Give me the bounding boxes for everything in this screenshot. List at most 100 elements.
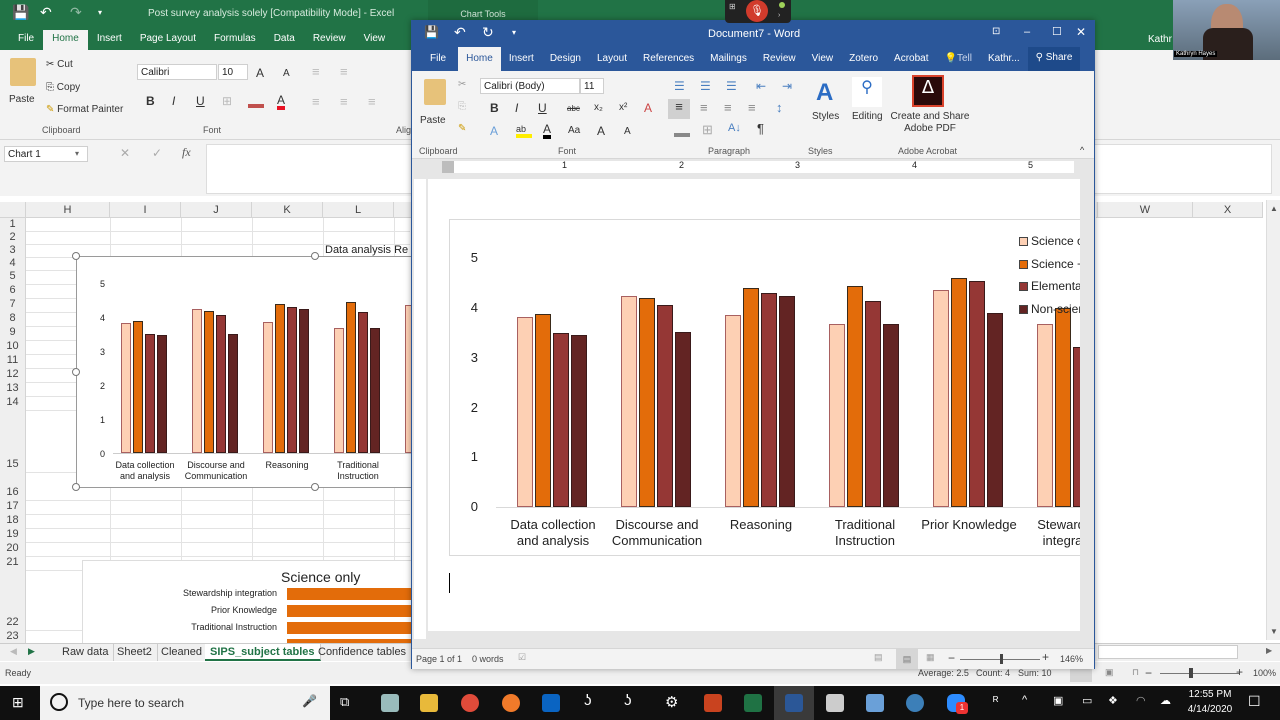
strikethrough-button[interactable]: abc	[567, 104, 580, 113]
onedrive-icon[interactable]: ☁	[1160, 695, 1171, 707]
row-header[interactable]: 4	[0, 257, 26, 270]
row-header[interactable]: 7	[0, 298, 26, 312]
styles-button[interactable]: Styles	[812, 111, 840, 122]
increase-font-icon[interactable]: A	[256, 66, 265, 80]
clock-time[interactable]: 12:55 PM	[1188, 689, 1232, 700]
customize-qat-icon[interactable]: ▾	[98, 8, 103, 17]
fill-color-icon[interactable]	[248, 96, 264, 108]
sheet-tab-confidence-tables[interactable]: Confidence tables	[313, 644, 413, 661]
row-header[interactable]: 17	[0, 500, 26, 514]
editing-button[interactable]: Editing	[852, 111, 883, 122]
row-header[interactable]: 2	[0, 231, 26, 244]
justify-icon[interactable]: ≡	[748, 100, 756, 115]
excel-font-name-select[interactable]: Calibri	[137, 64, 217, 80]
scroll-tabs-right-icon[interactable]: ▶	[28, 646, 35, 656]
print-layout-icon[interactable]: ▤	[896, 649, 918, 669]
sheet-tab-sheet2[interactable]: Sheet2	[112, 644, 158, 661]
bar-science-only[interactable]	[933, 290, 949, 507]
bar-science-only[interactable]	[725, 314, 741, 507]
word-shrink-font-icon[interactable]: A	[624, 126, 631, 137]
row-header[interactable]: 15	[0, 410, 26, 472]
sheet-tab-sips-subject-tables[interactable]: SIPS_subject tables	[205, 644, 321, 661]
word-vertical-scrollbar[interactable]	[1082, 179, 1094, 647]
row-header[interactable]: 6	[0, 284, 26, 298]
row-header[interactable]: 12	[0, 368, 26, 382]
bar-elementary[interactable]	[657, 304, 673, 507]
word-undo-icon[interactable]: ↶	[454, 24, 466, 40]
styles-icon[interactable]: A	[816, 79, 834, 106]
excel-taskbar-icon[interactable]	[744, 694, 762, 712]
bar-elementary[interactable]	[287, 306, 297, 453]
excel-font-size-select[interactable]: 10	[218, 64, 248, 80]
excel-tab-file[interactable]: File	[18, 33, 35, 44]
bar-science-only[interactable]	[263, 321, 273, 453]
row-header[interactable]: 18	[0, 514, 26, 528]
chart-resize-handle-tc[interactable]	[311, 252, 319, 260]
chart-resize-handle-bl[interactable]	[72, 483, 80, 491]
name-box-dropdown-icon[interactable]: ▾	[75, 149, 80, 158]
bar-non-science[interactable]	[675, 332, 691, 507]
bar-elementary[interactable]	[969, 281, 985, 507]
borders-icon[interactable]: ⊞	[222, 94, 233, 108]
microphone-icon[interactable]: 🎙	[746, 0, 768, 22]
word-tab-layout[interactable]: Layout	[596, 53, 627, 64]
word-cut-icon[interactable]: ✂	[458, 79, 467, 90]
column-header-w[interactable]: W	[1098, 202, 1193, 218]
legend-item[interactable]: Elementa	[1019, 275, 1080, 298]
word-tab-view[interactable]: View	[811, 53, 834, 64]
row-header[interactable]: 19	[0, 528, 26, 542]
align-left-icon[interactable]: ≡	[312, 94, 320, 109]
excel-tab-review[interactable]: Review	[312, 33, 346, 44]
word-tab-review[interactable]: Review	[762, 53, 796, 64]
increase-indent-icon[interactable]: ⇥	[782, 79, 793, 93]
word-zoom-thumb[interactable]	[1000, 654, 1003, 664]
bullets-icon[interactable]: ☰	[674, 79, 685, 93]
format-painter-button[interactable]: ✎ Format Painter	[46, 104, 124, 115]
word-grow-font-icon[interactable]: A	[597, 124, 606, 138]
powerpoint-icon[interactable]	[704, 694, 722, 712]
bar-elementary[interactable]	[1073, 347, 1080, 507]
minimize-icon[interactable]: –	[1024, 26, 1031, 38]
math-app-icon[interactable]	[906, 694, 924, 712]
cancel-formula-button[interactable]: ✕	[120, 146, 131, 160]
column-header-l[interactable]: L	[323, 202, 394, 218]
word-count[interactable]: 0 words	[472, 654, 504, 664]
bar-science-only[interactable]	[192, 308, 202, 453]
excel-zoom-slider[interactable]	[1160, 673, 1240, 674]
row-header[interactable]: 16	[0, 472, 26, 500]
word-font-name-select[interactable]: Calibri (Body)	[480, 78, 580, 94]
read-mode-icon[interactable]: ▤	[874, 652, 883, 662]
dropbox-icon[interactable]: ❖	[1108, 695, 1118, 707]
word-paste-button[interactable]: Paste	[420, 115, 446, 126]
bar-elementary[interactable]	[145, 334, 155, 453]
expand-icon[interactable]: ›	[778, 12, 781, 19]
word-embedded-chart[interactable]: 0 1 2 3 4 5 Data collection and analysis Discou…	[449, 219, 1080, 556]
excel-tab-formulas[interactable]: Formulas	[214, 33, 256, 44]
wifi-icon[interactable]: ◠	[1136, 695, 1146, 707]
word-tab-acrobat[interactable]: Acrobat	[894, 53, 929, 64]
bar-elementary[interactable]	[865, 300, 881, 507]
bar-non-science[interactable]	[370, 327, 380, 453]
word-tab-home[interactable]: Home	[458, 47, 501, 71]
word-save-icon[interactable]: 💾	[424, 25, 439, 39]
bar-science-[interactable]	[951, 277, 967, 507]
word-repeat-icon[interactable]: ↻	[482, 24, 494, 40]
change-case-icon[interactable]: Aa	[568, 125, 581, 136]
vertical-scrollbar[interactable]: ▲ ▼	[1266, 200, 1280, 640]
bar-science-only[interactable]	[829, 324, 845, 507]
word-taskbar-icon[interactable]	[785, 694, 803, 712]
bold-button[interactable]: B	[146, 94, 155, 108]
row-header[interactable]: 20	[0, 542, 26, 556]
copy-button[interactable]: ⎘ Copy	[46, 82, 81, 93]
align-right-icon[interactable]: ≡	[368, 94, 376, 109]
outlook-icon[interactable]	[542, 694, 560, 712]
row-header[interactable]: 22	[0, 570, 26, 630]
bar-non-science[interactable]	[883, 323, 899, 507]
dragon-icon[interactable]: ʖ	[584, 692, 592, 709]
word-document-page[interactable]: 0 1 2 3 4 5 Data collection and analysis Discou…	[428, 179, 1080, 631]
bar-elementary[interactable]	[216, 314, 226, 453]
column-header-k[interactable]: K	[252, 202, 323, 218]
italic-button[interactable]: I	[172, 94, 176, 108]
excel-tab-view[interactable]: View	[363, 33, 386, 44]
font-color-icon[interactable]: A	[277, 94, 286, 110]
